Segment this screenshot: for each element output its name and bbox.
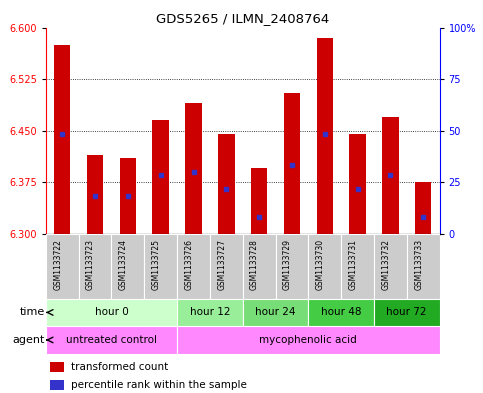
Bar [112,234,144,299]
Text: hour 72: hour 72 [386,307,427,318]
Bar [407,234,440,299]
Text: GSM1133731: GSM1133731 [349,239,357,290]
Bar [275,234,308,299]
Text: GSM1133725: GSM1133725 [152,239,161,290]
Bar [316,38,333,234]
Bar [46,299,177,326]
Bar [284,93,300,234]
Bar [144,234,177,299]
Bar [120,158,136,234]
Text: percentile rank within the sample: percentile rank within the sample [71,380,247,390]
Bar [374,299,440,326]
Text: GSM1133729: GSM1133729 [283,239,292,290]
Text: GSM1133733: GSM1133733 [414,239,423,290]
Bar [46,234,79,299]
Bar [415,182,431,234]
Text: GSM1133730: GSM1133730 [316,239,325,290]
Bar [374,234,407,299]
Text: hour 48: hour 48 [321,307,361,318]
Title: GDS5265 / ILMN_2408764: GDS5265 / ILMN_2408764 [156,12,329,25]
Bar [242,234,275,299]
Text: GSM1133724: GSM1133724 [119,239,128,290]
Bar [185,103,202,234]
Bar [308,234,341,299]
Text: GSM1133732: GSM1133732 [381,239,390,290]
Bar [50,380,64,390]
Bar [50,362,64,373]
Text: agent: agent [13,335,45,345]
Bar [79,234,112,299]
Bar [54,45,71,234]
Text: hour 24: hour 24 [255,307,296,318]
Text: hour 12: hour 12 [190,307,230,318]
Bar [87,155,103,234]
Text: mycophenolic acid: mycophenolic acid [259,335,357,345]
Bar [46,326,177,354]
Bar [210,234,243,299]
Bar [153,120,169,234]
Bar [382,117,398,234]
Bar [308,299,374,326]
Bar [218,134,235,234]
Text: transformed count: transformed count [71,362,169,372]
Bar [177,299,242,326]
Text: GSM1133726: GSM1133726 [185,239,194,290]
Bar [251,169,267,234]
Text: time: time [20,307,45,318]
Text: GSM1133728: GSM1133728 [250,239,259,290]
Bar [349,134,366,234]
Text: hour 0: hour 0 [95,307,128,318]
Text: untreated control: untreated control [66,335,157,345]
Bar [242,299,308,326]
Bar [341,234,374,299]
Text: GSM1133723: GSM1133723 [86,239,95,290]
Bar [177,234,210,299]
Text: GSM1133727: GSM1133727 [217,239,227,290]
Bar [177,326,440,354]
Text: GSM1133722: GSM1133722 [53,239,62,290]
